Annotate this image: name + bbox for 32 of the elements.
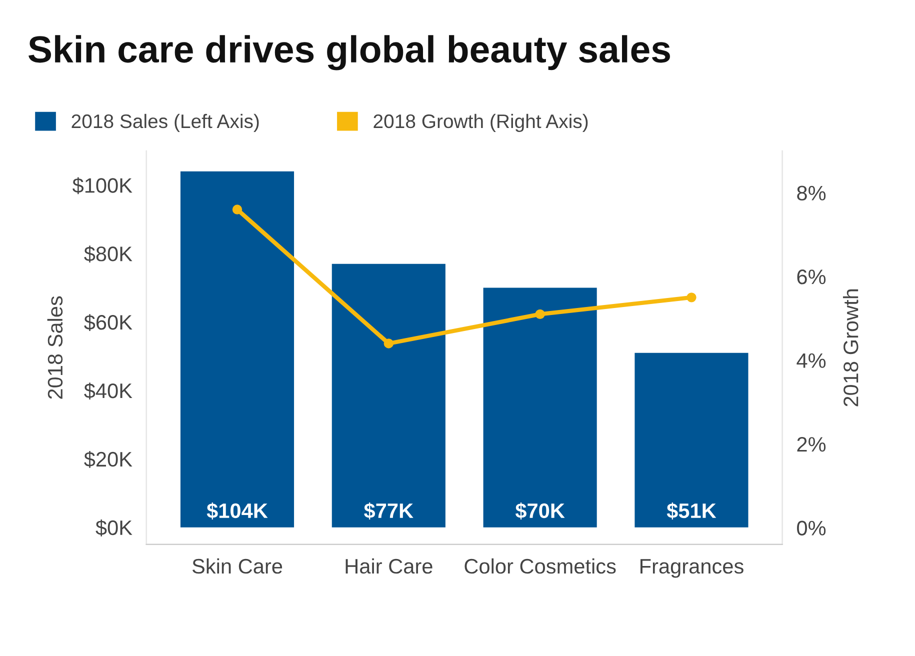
point: [686, 292, 696, 302]
x-tick-label: Skin Care: [192, 558, 282, 574]
y2-tick-label: 2%: [797, 436, 826, 452]
bar: [634, 352, 748, 528]
data-label: $77K: [364, 502, 414, 520]
legend-label: 2018 Sales (Left Axis): [72, 114, 259, 132]
y-tick-label: $80K: [84, 246, 132, 263]
bar: [180, 171, 294, 528]
point: [535, 309, 545, 320]
bar: [483, 288, 597, 528]
y-axis-title: 2018 Sales: [47, 296, 63, 399]
y-tick-label: $20K: [84, 451, 132, 468]
y2-tick-label: 0%: [797, 520, 826, 536]
y-tick-label: $40K: [84, 382, 132, 400]
x-tick-label: Fragrances: [640, 559, 744, 578]
data-label: $104K: [206, 502, 268, 520]
point: [384, 338, 394, 348]
y2-tick-label: 8%: [797, 186, 826, 201]
bar: [332, 264, 446, 528]
x-tick-label: Hair Care: [346, 558, 432, 574]
y2-axis-title: 2018 Growth: [842, 289, 858, 406]
y-tick-label: $100K: [72, 177, 132, 194]
chart-title: Skin care drives global beauty sales: [28, 35, 670, 70]
point: [232, 204, 242, 214]
data-label: $70K: [515, 502, 565, 520]
y2-tick-label: 4%: [796, 353, 826, 368]
legend-label: 2018 Growth (Right Axis): [374, 114, 588, 132]
y-tick-label: $0K: [96, 519, 132, 536]
data-label: $51K: [666, 502, 716, 520]
y-tick-label: $60K: [84, 314, 132, 332]
y2-tick-label: 6%: [797, 270, 826, 284]
x-tick-label: Color Cosmetics: [464, 558, 616, 574]
